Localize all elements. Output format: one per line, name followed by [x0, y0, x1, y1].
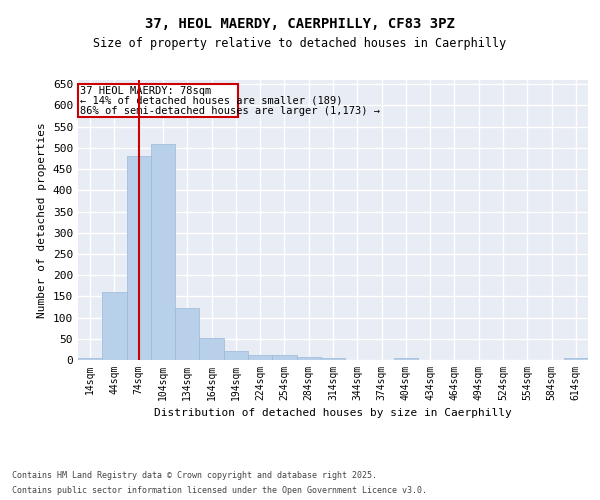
Text: 37, HEOL MAERDY, CAERPHILLY, CF83 3PZ: 37, HEOL MAERDY, CAERPHILLY, CF83 3PZ	[145, 18, 455, 32]
Text: Contains HM Land Registry data © Crown copyright and database right 2025.: Contains HM Land Registry data © Crown c…	[12, 471, 377, 480]
Bar	[78, 84, 238, 117]
Bar	[248, 355, 272, 360]
X-axis label: Distribution of detached houses by size in Caerphilly: Distribution of detached houses by size …	[154, 408, 512, 418]
Bar	[127, 156, 151, 360]
Bar	[272, 355, 296, 360]
Y-axis label: Number of detached properties: Number of detached properties	[37, 122, 47, 318]
Bar	[175, 308, 199, 360]
Bar	[224, 350, 248, 360]
Bar	[102, 292, 127, 360]
Text: Size of property relative to detached houses in Caerphilly: Size of property relative to detached ho…	[94, 38, 506, 51]
Bar	[564, 358, 588, 360]
Text: 37 HEOL MAERDY: 78sqm: 37 HEOL MAERDY: 78sqm	[80, 86, 211, 96]
Bar	[394, 358, 418, 360]
Bar	[151, 144, 175, 360]
Text: 86% of semi-detached houses are larger (1,173) →: 86% of semi-detached houses are larger (…	[80, 106, 380, 116]
Bar	[199, 338, 224, 360]
Text: ← 14% of detached houses are smaller (189): ← 14% of detached houses are smaller (18…	[80, 96, 343, 106]
Bar	[78, 358, 102, 360]
Text: Contains public sector information licensed under the Open Government Licence v3: Contains public sector information licen…	[12, 486, 427, 495]
Bar	[321, 358, 345, 360]
Bar	[296, 356, 321, 360]
